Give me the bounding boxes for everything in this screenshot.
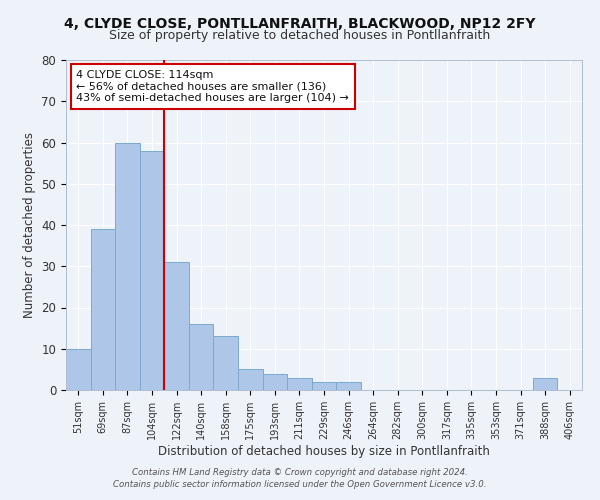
- Bar: [287, 378, 312, 390]
- Text: Contains HM Land Registry data © Crown copyright and database right 2024.
Contai: Contains HM Land Registry data © Crown c…: [113, 468, 487, 489]
- Y-axis label: Number of detached properties: Number of detached properties: [23, 132, 36, 318]
- Bar: [189, 324, 214, 390]
- Text: 4, CLYDE CLOSE, PONTLLANFRAITH, BLACKWOOD, NP12 2FY: 4, CLYDE CLOSE, PONTLLANFRAITH, BLACKWOO…: [64, 18, 536, 32]
- Bar: [66, 349, 91, 390]
- Bar: [91, 229, 115, 390]
- Bar: [140, 151, 164, 390]
- Bar: [312, 382, 336, 390]
- Text: Size of property relative to detached houses in Pontllanfraith: Size of property relative to detached ho…: [109, 29, 491, 42]
- Bar: [533, 378, 557, 390]
- Bar: [214, 336, 238, 390]
- Bar: [238, 370, 263, 390]
- Bar: [263, 374, 287, 390]
- Bar: [115, 142, 140, 390]
- X-axis label: Distribution of detached houses by size in Pontllanfraith: Distribution of detached houses by size …: [158, 444, 490, 458]
- Bar: [336, 382, 361, 390]
- Text: 4 CLYDE CLOSE: 114sqm
← 56% of detached houses are smaller (136)
43% of semi-det: 4 CLYDE CLOSE: 114sqm ← 56% of detached …: [76, 70, 349, 103]
- Bar: [164, 262, 189, 390]
